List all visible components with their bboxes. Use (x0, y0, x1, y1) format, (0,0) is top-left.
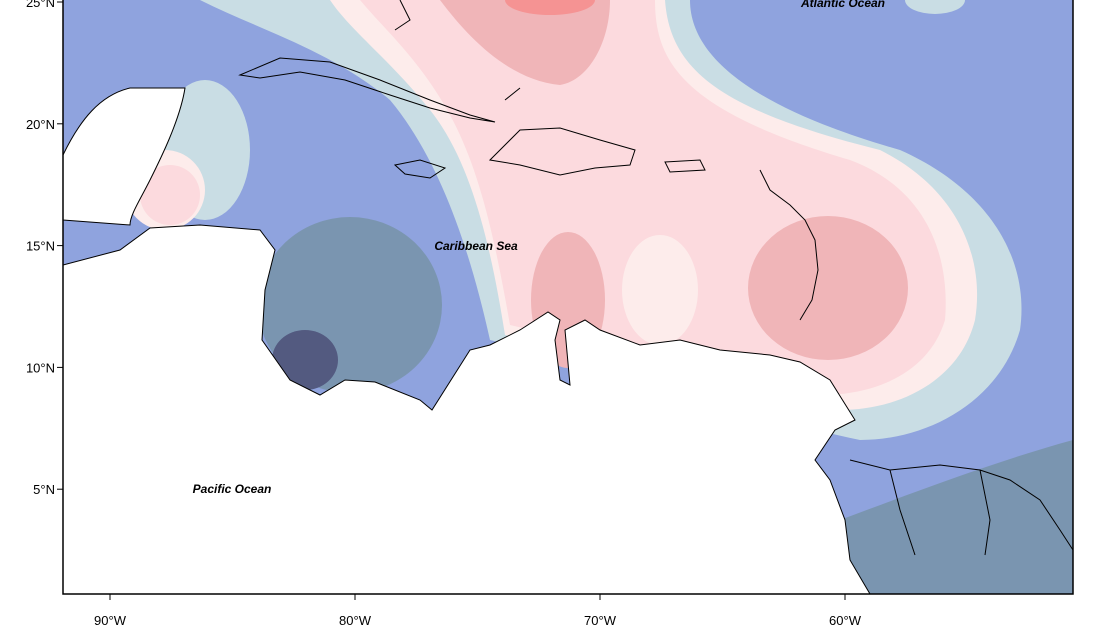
x-tick-label: 90°W (94, 613, 127, 628)
y-tick-label: 20°N (26, 117, 55, 132)
land-south-america (63, 224, 871, 594)
contour-dark (272, 330, 338, 390)
x-tick-label: 60°W (829, 613, 862, 628)
contour-slate (840, 440, 1073, 594)
y-tick-label: 25°N (26, 0, 55, 10)
coast-islands (394, 0, 819, 321)
contour-light-blue (905, 0, 965, 14)
contour-pink (140, 165, 200, 225)
land-yucatan (63, 87, 186, 226)
contour-mid-pink (440, 0, 610, 85)
axis-ticks: 25°N 20°N 15°N 10°N 5°N 90°W 80°W 70°W 60°W (26, 0, 862, 628)
y-tick-label: 15°N (26, 239, 55, 254)
coast-cuba (238, 57, 496, 123)
sea-label: Caribbean Sea (434, 239, 518, 253)
ocean-label: Pacific Ocean (193, 482, 272, 496)
coast-guianas (849, 459, 1073, 556)
y-tick-label: 10°N (26, 360, 55, 375)
contour-mid-pink (748, 216, 908, 360)
map-frame (62, 0, 1074, 595)
coast-jamaica (393, 159, 447, 179)
x-tick-label: 80°W (339, 613, 372, 628)
contour-red (505, 0, 595, 15)
coast-hispaniola (488, 127, 636, 176)
ocean-label: Atlantic Ocean (800, 0, 885, 10)
coast-puerto-rico (664, 159, 706, 173)
contour-pale-pink (622, 235, 698, 345)
map-field (63, 0, 1073, 594)
x-tick-label: 70°W (584, 613, 617, 628)
y-tick-label: 5°N (33, 482, 55, 497)
